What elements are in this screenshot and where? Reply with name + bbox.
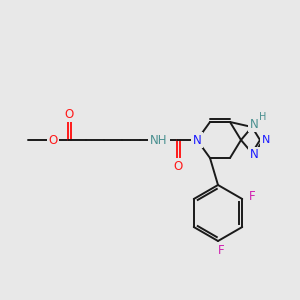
Text: O: O: [48, 134, 58, 146]
Text: N: N: [193, 134, 201, 146]
Text: NH: NH: [150, 134, 168, 146]
Text: N: N: [262, 135, 270, 145]
Text: O: O: [64, 107, 74, 121]
Text: O: O: [173, 160, 183, 172]
Text: H: H: [259, 112, 267, 122]
Text: F: F: [218, 244, 224, 257]
Text: F: F: [249, 190, 256, 202]
Text: N: N: [250, 148, 258, 161]
Text: N: N: [250, 118, 258, 130]
